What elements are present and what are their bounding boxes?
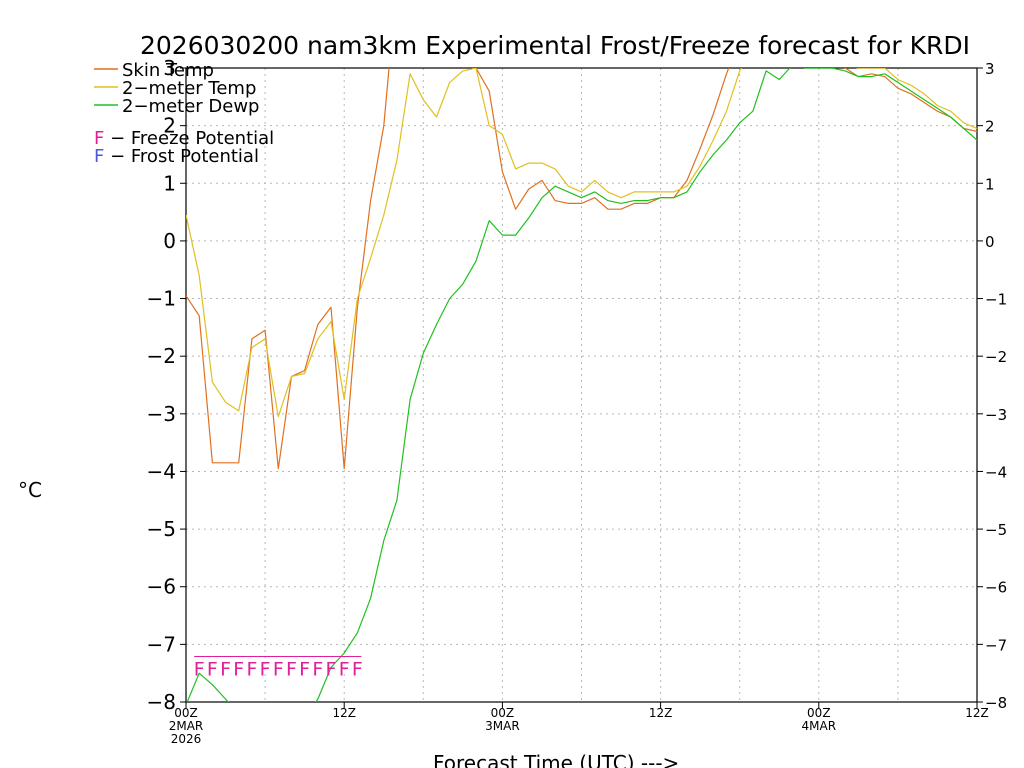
freeze-mark: F [260, 659, 271, 681]
x-tick-year: 2026 [171, 732, 202, 746]
series-line-2-meter-dewp [186, 68, 977, 702]
y-tick-label-left: −4 [147, 459, 176, 483]
plot-frame [185, 67, 978, 703]
legend-freeze-label: − Freeze Potential [104, 128, 274, 149]
y-axis-left: −8 −7 −6 −5 −4 −3 −2 −1 0 1 2 3 [147, 56, 186, 714]
y-tick-label-left: −7 [147, 632, 176, 656]
x-tick-label: 12Z [649, 706, 673, 720]
freeze-mark: F [312, 659, 323, 681]
y-tick-label-right: 1 [985, 175, 995, 193]
x-tick-label: 12Z [965, 706, 989, 720]
y-tick-label-left: −6 [147, 575, 176, 599]
freeze-mark: F [339, 659, 350, 681]
y-tick-label-left: −2 [147, 344, 176, 368]
legend-label-skin: Skin Temp [122, 60, 214, 81]
freeze-mark: F [194, 659, 205, 681]
y-axis-label: °C [18, 478, 42, 502]
y-tick-label-right: 0 [985, 233, 995, 251]
y-tick-label-left: 1 [163, 171, 176, 195]
y-tick-label-right: −2 [985, 348, 1007, 366]
y-tick-label-left: −5 [147, 517, 176, 541]
x-tick-label: 00Z [491, 706, 515, 720]
freeze-mark: F [233, 659, 244, 681]
y-tick-label-left: −8 [147, 690, 176, 714]
x-tick-date: 4MAR [802, 719, 837, 733]
legend-label-2m-dewp: 2−meter Dewp [122, 96, 259, 117]
y-tick-label-right: −3 [985, 406, 1007, 424]
x-axis-label: Forecast Time (UTC) ---> [433, 751, 679, 768]
legend-item-2m-dewp: 2−meter Dewp [94, 96, 259, 117]
legend-item-2m-temp: 2−meter Temp [94, 78, 256, 99]
y-tick-label-right: 3 [985, 60, 995, 78]
chart-title: 2026030200 nam3km Experimental Frost/Fre… [140, 31, 970, 60]
series-line-2-meter-temp [186, 68, 977, 418]
y-tick-label-right: −1 [985, 291, 1007, 309]
legend-frost-char: F [94, 146, 104, 167]
y-tick-label-left: 3 [163, 56, 176, 80]
x-tick-label: 00Z [807, 706, 831, 720]
legend: Skin Temp 2−meter Temp 2−meter Dewp F − … [94, 60, 274, 167]
y-axis-right: −8 −7 −6 −5 −4 −3 −2 −1 0 1 2 3 [977, 60, 1007, 712]
y-tick-label-right: −6 [985, 579, 1007, 597]
x-tick-date: 3MAR [485, 719, 520, 733]
series-group [186, 68, 977, 702]
y-tick-label-left: 0 [163, 229, 176, 253]
x-tick-label: 12Z [332, 706, 356, 720]
freeze-mark: F [220, 659, 231, 681]
freeze-mark: F [352, 659, 363, 681]
legend-frost: F − Frost Potential [94, 146, 259, 167]
legend-freeze: F − Freeze Potential [94, 128, 274, 149]
y-tick-label-right: −8 [985, 694, 1007, 712]
legend-frost-label: − Frost Potential [104, 146, 259, 167]
y-tick-label-right: 2 [985, 118, 995, 136]
legend-label-2m-temp: 2−meter Temp [122, 78, 256, 99]
y-tick-label-left: −3 [147, 402, 176, 426]
grid [186, 67, 977, 703]
series-line-skin-temp [186, 68, 977, 470]
y-tick-label-right: −7 [985, 636, 1007, 654]
freeze-mark: F [246, 659, 257, 681]
freeze-mark: F [273, 659, 284, 681]
freeze-mark: F [286, 659, 297, 681]
x-tick-date: 2MAR [169, 719, 204, 733]
legend-item-skin-temp: Skin Temp [94, 60, 214, 81]
freeze-mark: F [299, 659, 310, 681]
freeze-mark: F [326, 659, 337, 681]
y-tick-label-left: −1 [147, 287, 176, 311]
x-tick-label: 00Z [174, 706, 198, 720]
legend-freeze-char: F [94, 128, 104, 149]
y-tick-label-right: −4 [985, 463, 1007, 481]
y-tick-label-left: 2 [163, 114, 176, 138]
freeze-mark: F [207, 659, 218, 681]
y-tick-label-right: −5 [985, 521, 1007, 539]
